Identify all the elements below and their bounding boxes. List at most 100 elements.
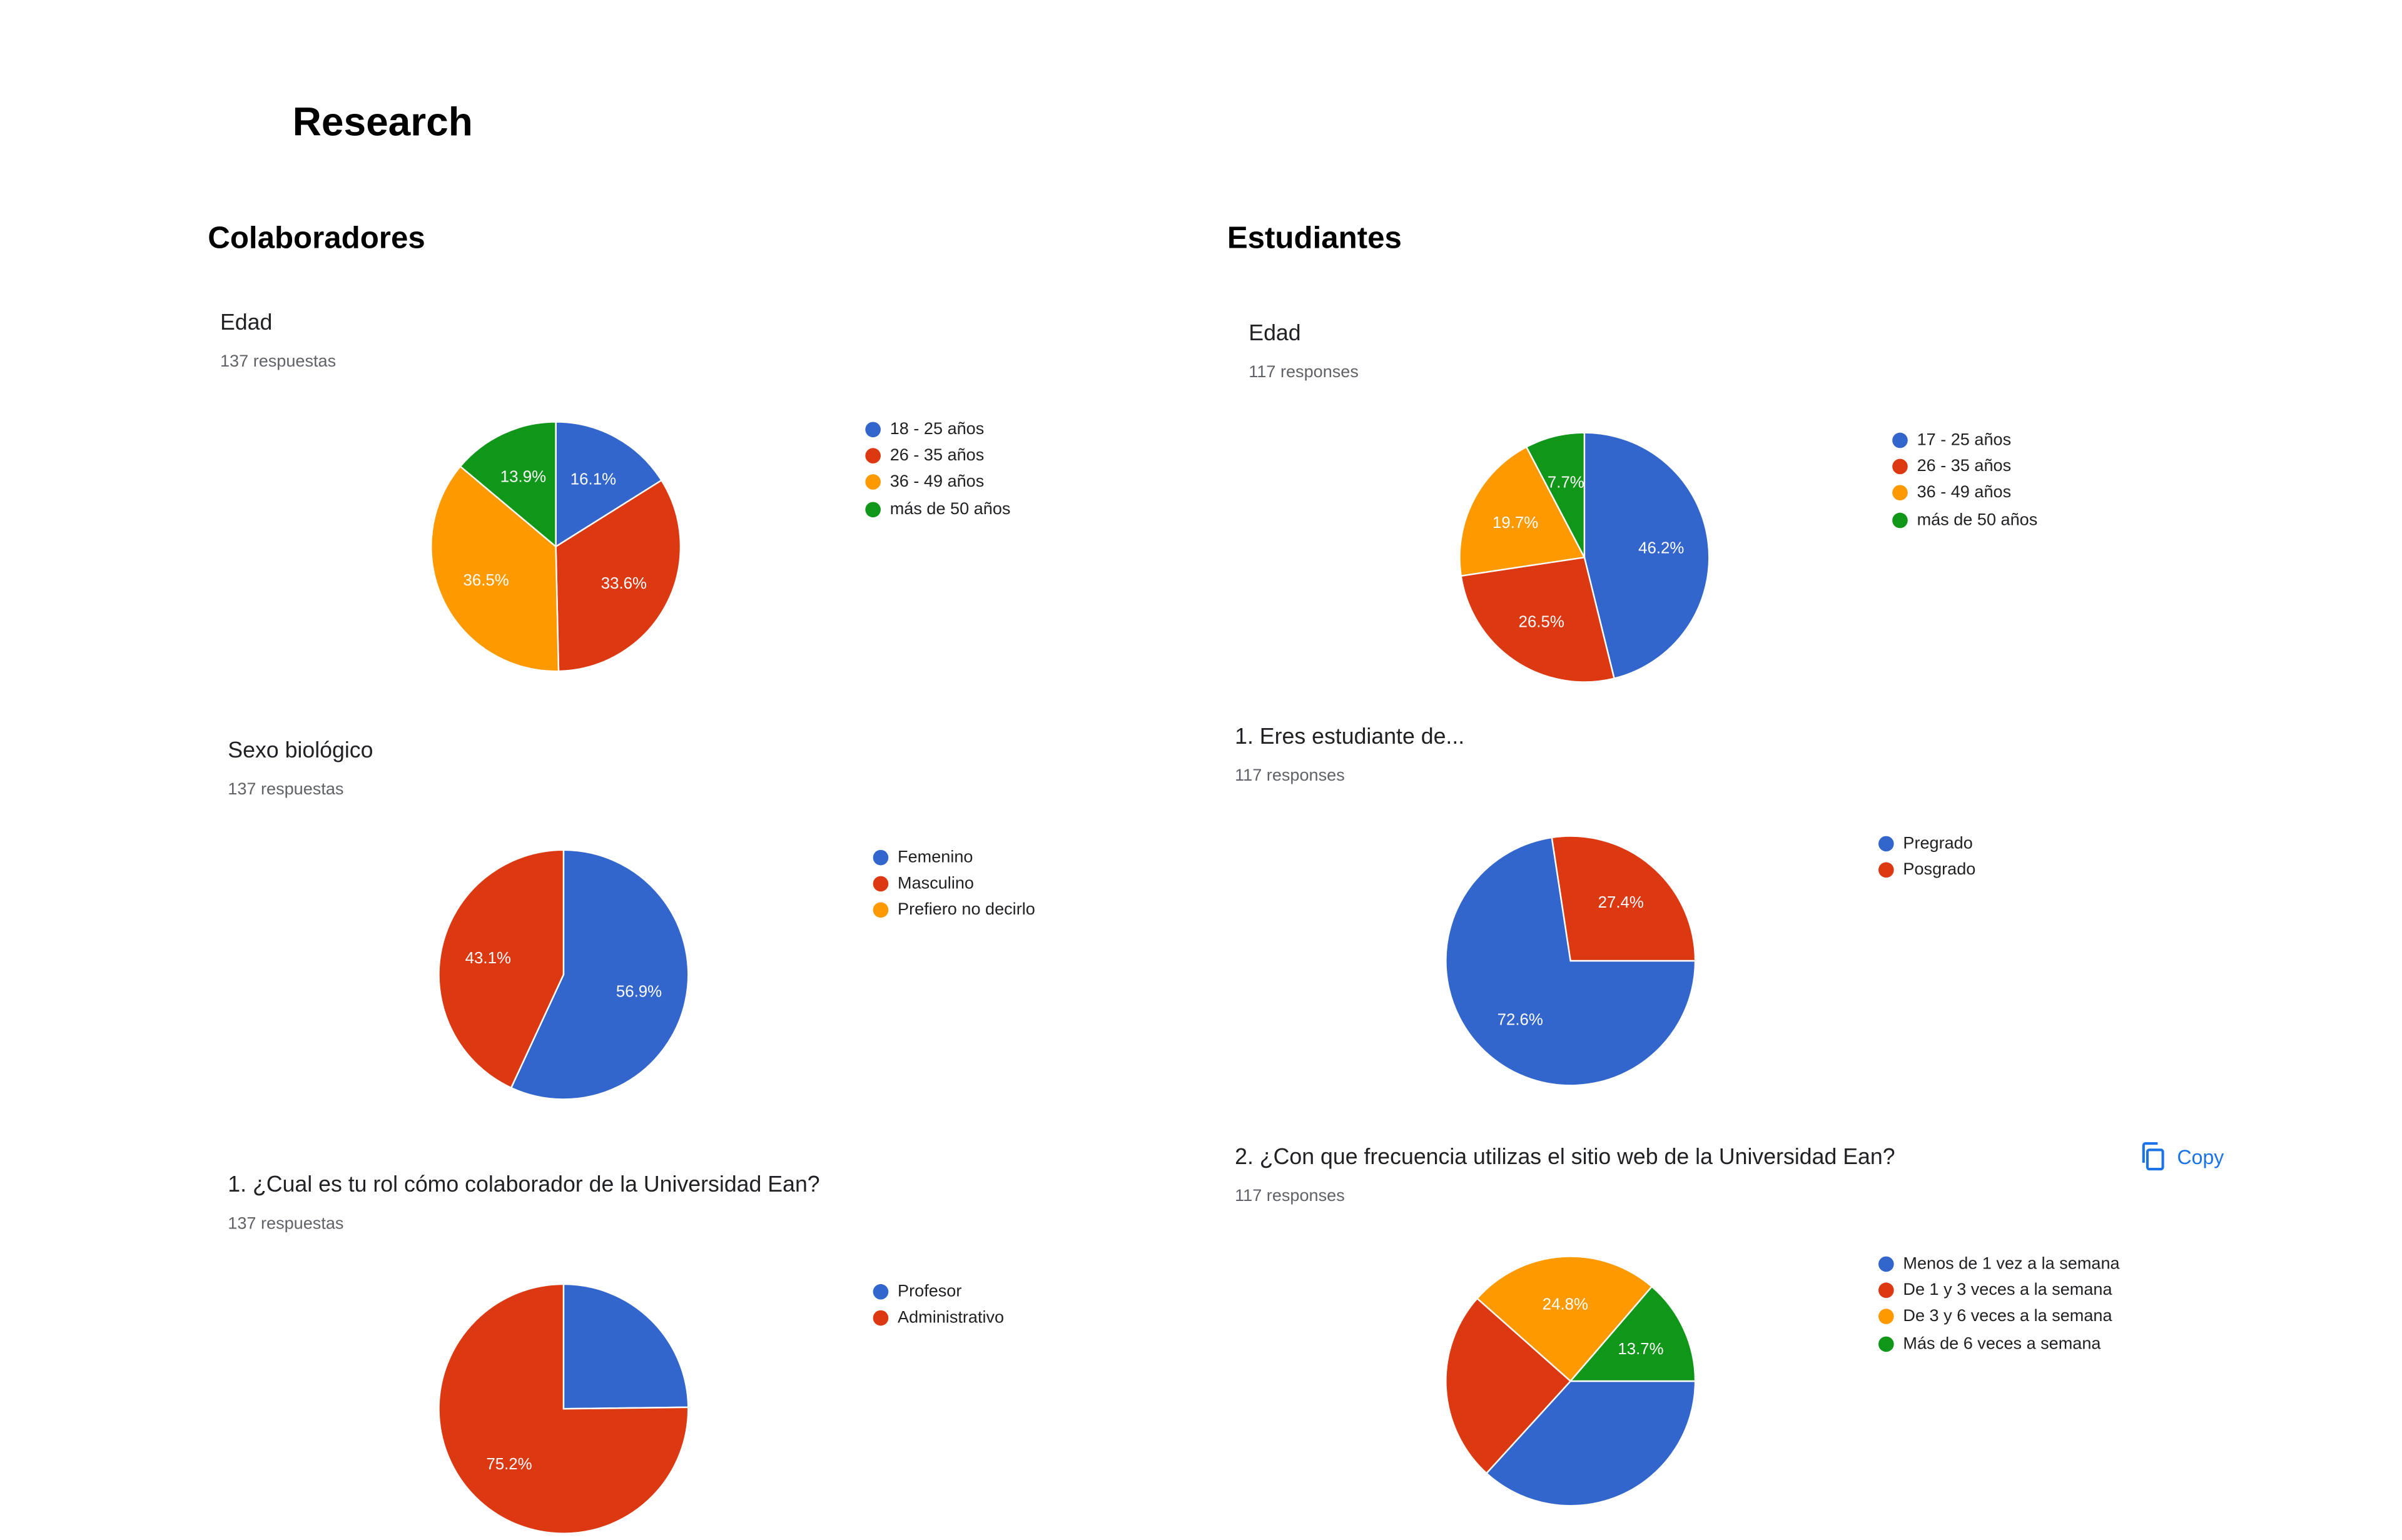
legend-item[interactable]: Administrativo <box>873 1305 1004 1332</box>
legend-item[interactable]: Masculino <box>873 871 1035 898</box>
legend-item[interactable]: Femenino <box>873 844 1035 871</box>
response-count: 137 respuestas <box>228 1215 344 1234</box>
legend-label: más de 50 años <box>1917 510 2038 530</box>
question-title: Sexo biológico <box>228 739 373 764</box>
pie-slice[interactable] <box>555 479 682 672</box>
legend-label: Administrativo <box>898 1309 1005 1328</box>
slice-value-label: 46.2% <box>1638 540 1684 557</box>
legend-swatch <box>1892 512 1908 528</box>
legend-label: De 3 y 6 veces a la semana <box>1903 1307 2112 1327</box>
legend-label: 36 - 49 años <box>1917 484 2012 503</box>
slice-value-label: 7.7% <box>1548 474 1584 492</box>
legend-label: 26 - 35 años <box>889 447 985 465</box>
copy-button[interactable]: Copy <box>2137 1141 2224 1172</box>
legend-swatch <box>865 502 881 517</box>
legend-swatch <box>1878 1282 1894 1299</box>
pie-slice[interactable] <box>1459 445 1586 577</box>
pie-slice[interactable] <box>1551 835 1696 962</box>
pie-slice[interactable] <box>1476 1255 1653 1382</box>
legend-item[interactable]: Más de 6 veces a semana <box>1878 1330 2120 1357</box>
page-title: Research <box>292 98 473 145</box>
legend-label: Profesor <box>898 1282 962 1301</box>
question-title: Edad <box>220 311 273 336</box>
legend-swatch <box>1892 485 1908 502</box>
legend-item[interactable]: Menos de 1 vez a la semana <box>1878 1250 2120 1277</box>
canvas: Research Colaboradores Estudiantes Copy … <box>208 98 2224 1534</box>
question-title: 1. ¿Cual es tu rol cómo colaborador de l… <box>228 1173 820 1198</box>
legend-item[interactable]: 17 - 25 años <box>1892 427 2037 453</box>
legend-col-sexo: Femenino Masculino Prefiero no decirlo <box>873 844 1035 924</box>
legend-swatch <box>1892 432 1908 448</box>
legend-item[interactable]: Profesor <box>873 1278 1004 1305</box>
legend-item[interactable]: Prefiero no decirlo <box>873 898 1035 925</box>
legend-item[interactable]: 26 - 35 años <box>865 442 1010 469</box>
legend-col-edad: 18 - 25 años 26 - 35 años 36 - 49 años más … <box>865 416 1010 523</box>
legend-swatch <box>873 903 889 919</box>
legend-item[interactable]: 36 - 49 años <box>865 469 1010 496</box>
legend-label: 17 - 25 años <box>1917 430 2012 449</box>
legend-swatch <box>873 1310 889 1326</box>
question-title: 2. ¿Con que frecuencia utilizas el sitio… <box>1235 1145 1895 1170</box>
pie-slice[interactable] <box>430 465 560 672</box>
pie-chart-est-tipo: 72.6% 27.4% <box>1445 835 1696 1087</box>
legend-swatch <box>873 1284 889 1299</box>
response-count: 117 responses <box>1235 1187 1345 1206</box>
legend-swatch <box>1878 1309 1894 1325</box>
legend-swatch <box>865 475 881 490</box>
legend-item[interactable]: De 1 y 3 veces a la semana <box>1878 1277 2120 1304</box>
legend-swatch <box>1878 835 1894 851</box>
pie-slice[interactable] <box>1583 432 1710 680</box>
pie-slice[interactable] <box>459 421 557 549</box>
slice-value-label: 43.1% <box>465 950 511 967</box>
pie-slice[interactable] <box>555 421 663 549</box>
legend-label: 36 - 49 años <box>889 473 985 492</box>
legend-label: Masculino <box>898 874 974 893</box>
pie-slice[interactable] <box>562 1283 689 1410</box>
slice-value-label: 24.8% <box>1543 1295 1588 1313</box>
pie-slice[interactable] <box>1525 432 1586 558</box>
legend-item[interactable]: Pregrado <box>1878 830 1975 857</box>
response-count: 117 responses <box>1235 766 1345 786</box>
pie-chart-col-edad: 16.1% 33.6% 36.5% 13.9% <box>430 421 682 672</box>
pie-chart-est-edad: 46.2% 26.5% 19.7% 7.7% <box>1459 432 1710 683</box>
legend-swatch <box>873 876 889 892</box>
legend-est-tipo: Pregrado Posgrado <box>1878 830 1975 884</box>
legend-est-frecuencia: Menos de 1 vez a la semana De 1 y 3 veces… <box>1878 1250 2120 1357</box>
legend-swatch <box>873 849 889 865</box>
legend-est-edad: 17 - 25 años 26 - 35 años 36 - 49 años más … <box>1892 427 2037 534</box>
legend-item[interactable]: más de 50 años <box>1892 507 2037 534</box>
legend-label: Pregrado <box>1903 834 1973 853</box>
section-title-colaboradores: Colaboradores <box>208 221 425 256</box>
legend-swatch <box>1878 1255 1894 1272</box>
question-title: 1. Eres estudiante de... <box>1235 725 1465 750</box>
legend-item[interactable]: más de 50 años <box>865 496 1010 523</box>
response-count: 137 respuestas <box>228 780 344 799</box>
slice-value-label: 26.5% <box>1519 613 1564 631</box>
slice-value-label: 16.1% <box>570 470 616 488</box>
legend-label: Femenino <box>898 848 973 867</box>
legend-swatch <box>865 448 881 464</box>
legend-item[interactable]: 26 - 35 años <box>1892 453 2037 480</box>
slice-value-label: 56.9% <box>616 983 662 1000</box>
slice-value-label: 13.7% <box>1618 1340 1663 1358</box>
legend-col-rol: Profesor Administrativo <box>873 1278 1004 1332</box>
legend-label: 26 - 35 años <box>1917 457 2012 476</box>
legend-item[interactable]: De 3 y 6 veces a la semana <box>1878 1304 2120 1330</box>
legend-label: más de 50 años <box>889 500 1011 519</box>
legend-swatch <box>1892 458 1908 475</box>
slice-value-label: 33.6% <box>601 575 647 592</box>
pie-chart-est-frecuencia: 24.8% 13.7% <box>1445 1255 1696 1507</box>
legend-swatch <box>1878 1336 1894 1352</box>
pie-slice[interactable] <box>510 849 689 1100</box>
pie-slice[interactable] <box>1460 556 1616 683</box>
copy-label: Copy <box>2177 1145 2224 1168</box>
slice-value-label: 72.6% <box>1497 1011 1543 1028</box>
question-title: Edad <box>1249 322 1301 347</box>
legend-item[interactable]: 18 - 25 años <box>865 416 1010 443</box>
legend-label: Menos de 1 vez a la semana <box>1903 1254 2120 1273</box>
legend-item[interactable]: Posgrado <box>1878 857 1975 884</box>
copy-icon <box>2142 1142 2164 1171</box>
legend-item[interactable]: 36 - 49 años <box>1892 480 2037 507</box>
slice-value-label: 13.9% <box>500 468 546 485</box>
pie-slice[interactable] <box>438 849 565 1089</box>
